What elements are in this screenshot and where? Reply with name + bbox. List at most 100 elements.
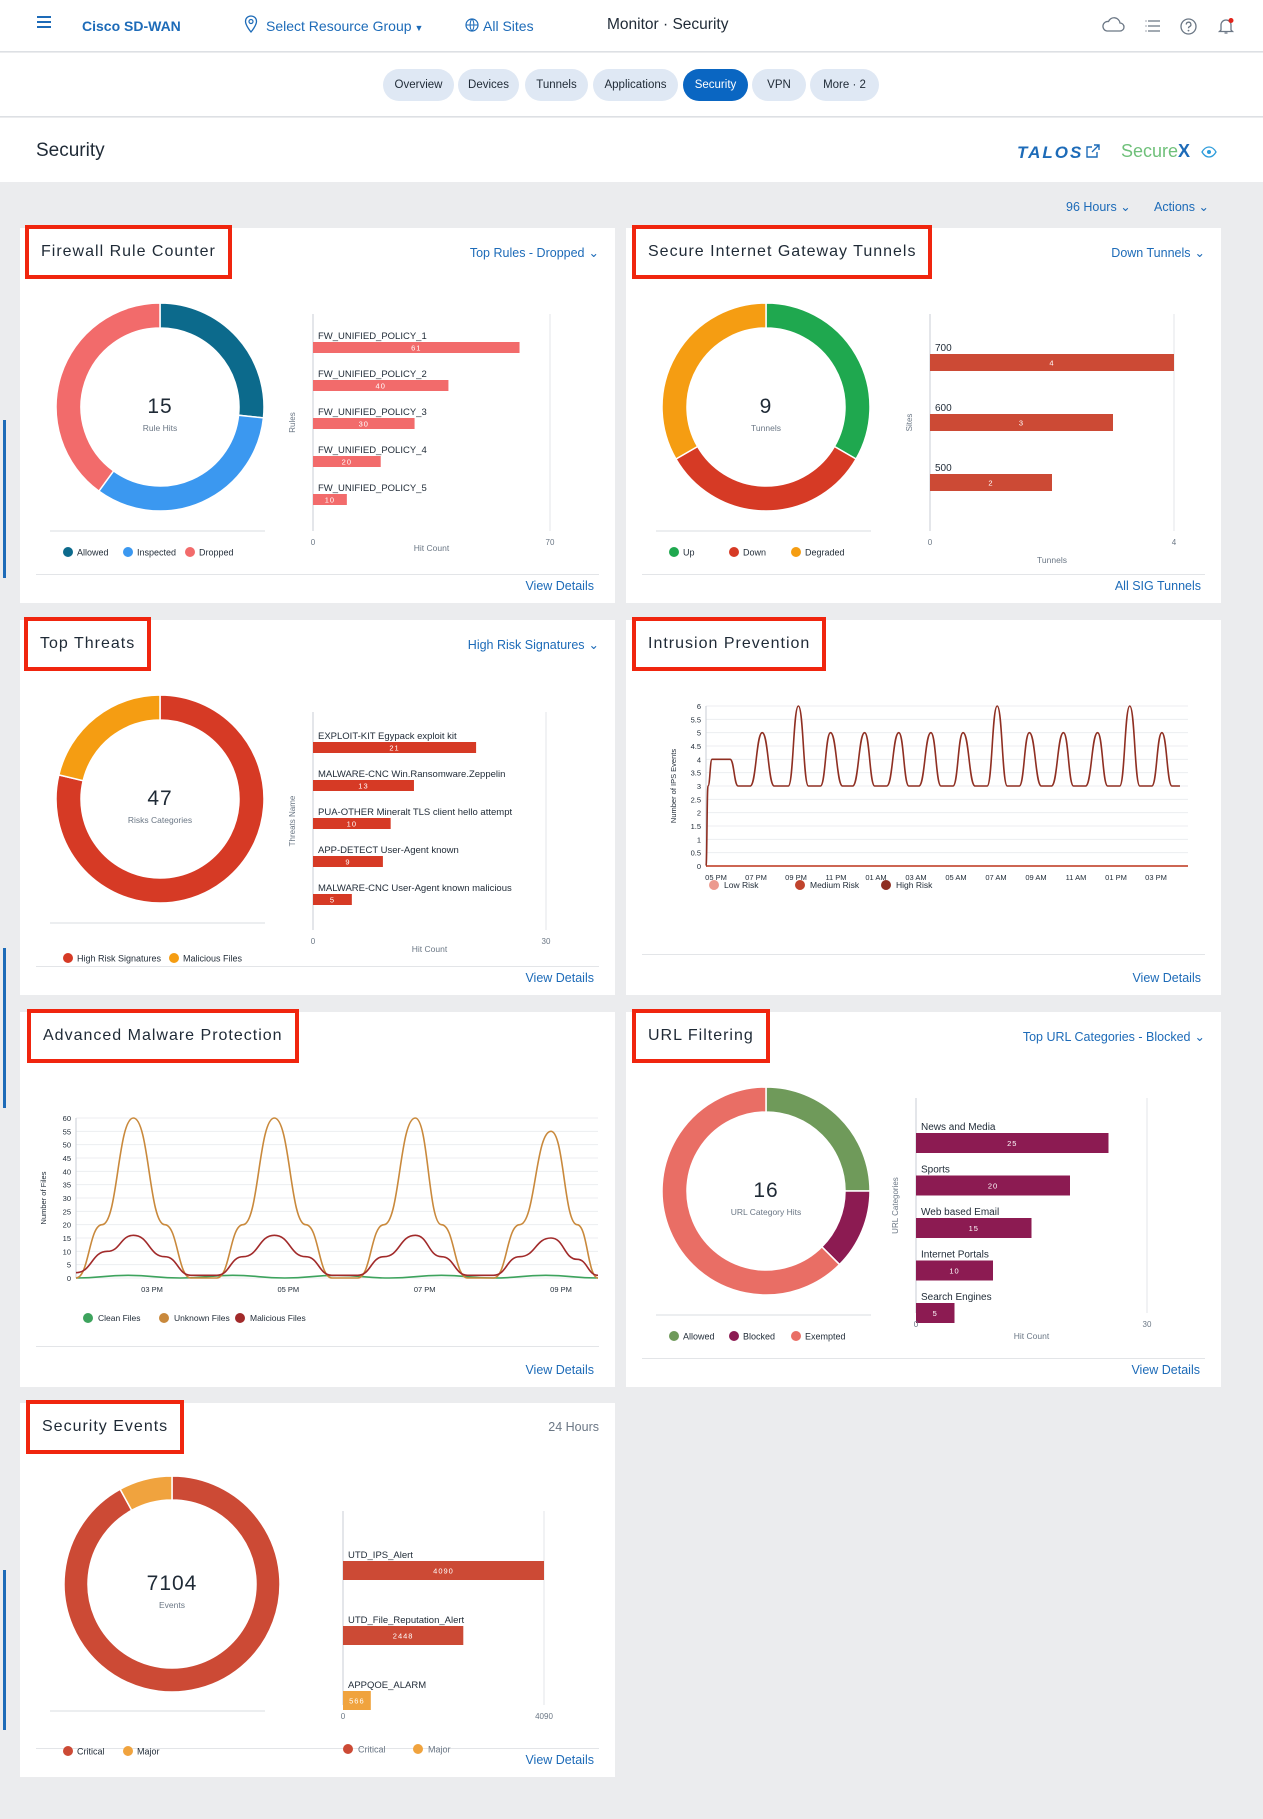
bar[interactable] — [916, 1175, 1070, 1196]
x-tick-label: 0 — [341, 1712, 346, 1721]
notification-bell-icon[interactable] — [1217, 17, 1235, 39]
securex-logo[interactable]: SecureX — [1121, 141, 1190, 162]
donut-slice-exempted[interactable] — [661, 1086, 841, 1296]
legend-label-malicious-files[interactable]: Malicious Files — [250, 1313, 306, 1323]
actions-dropdown[interactable]: Actions ⌄ — [1154, 199, 1209, 214]
x-tick-label: 30 — [1143, 1320, 1152, 1329]
bar[interactable] — [313, 494, 347, 505]
bar[interactable] — [343, 1561, 544, 1580]
bar-category-label: APPQOE_ALARM — [348, 1680, 426, 1691]
donut-slice-degraded[interactable] — [661, 302, 767, 461]
donut-slice-allowed[interactable] — [159, 302, 265, 419]
bar[interactable] — [343, 1626, 464, 1645]
legend-label-critical[interactable]: Critical — [77, 1747, 105, 1757]
brand-link[interactable]: Cisco SD-WAN — [82, 18, 181, 34]
view-details-link[interactable]: View Details — [1132, 971, 1201, 985]
view-details-link[interactable]: View Details — [1131, 1363, 1200, 1377]
legend-label-blocked[interactable]: Blocked — [743, 1332, 775, 1342]
view-details-link[interactable]: View Details — [525, 971, 594, 985]
card-filter-dropdown[interactable]: Top Rules - Dropped ⌄ — [470, 245, 599, 260]
view-details-link[interactable]: View Details — [525, 1753, 594, 1767]
card-filter-dropdown[interactable]: High Risk Signatures ⌄ — [468, 637, 599, 652]
x-tick-label: 03 PM — [1145, 873, 1167, 882]
donut-slice-major[interactable] — [119, 1475, 173, 1512]
bar[interactable] — [313, 742, 477, 753]
bar[interactable] — [930, 474, 1052, 491]
series-line-malicious-files[interactable] — [75, 1234, 599, 1277]
y-tick-label: 5.5 — [691, 715, 701, 724]
talos-logo[interactable]: TALOS — [1017, 143, 1084, 162]
card-filter-dropdown[interactable]: Top URL Categories - Blocked ⌄ — [1023, 1029, 1205, 1044]
bar[interactable] — [313, 456, 381, 467]
tab-tunnels[interactable]: Tunnels — [525, 69, 588, 101]
legend-label-medium-risk[interactable]: Medium Risk — [810, 880, 860, 890]
legend-label-low-risk[interactable]: Low Risk — [724, 880, 759, 890]
bar[interactable] — [313, 856, 383, 867]
tab-overview[interactable]: Overview — [383, 69, 454, 101]
bar[interactable] — [313, 780, 414, 791]
legend-label-dropped[interactable]: Dropped — [199, 548, 234, 558]
menu-icon[interactable] — [36, 14, 52, 34]
legend-label-high-risk-signatures[interactable]: High Risk Signatures — [77, 954, 162, 964]
legend-label-allowed[interactable]: Allowed — [683, 1332, 715, 1342]
legend-label-inspected[interactable]: Inspected — [137, 548, 176, 558]
help-icon[interactable] — [1180, 18, 1197, 39]
bar[interactable] — [916, 1218, 1032, 1238]
time-range-dropdown[interactable]: 96 Hours ⌄ — [1066, 199, 1131, 214]
bar[interactable] — [930, 414, 1113, 431]
legend-label-malicious-files[interactable]: Malicious Files — [183, 954, 243, 964]
legend-label-down[interactable]: Down — [743, 548, 766, 558]
donut-center-label: Rule Hits — [143, 423, 177, 433]
tab-devices[interactable]: Devices — [458, 69, 519, 101]
legend-label-high-risk[interactable]: High Risk — [896, 880, 933, 890]
eye-icon[interactable] — [1201, 145, 1217, 163]
donut-slice-inspected[interactable] — [97, 414, 265, 512]
legend-label-degraded[interactable]: Degraded — [805, 548, 845, 558]
donut-slice-down[interactable] — [674, 445, 858, 512]
donut-slice-malicious-files[interactable] — [57, 694, 161, 782]
resource-group-select[interactable]: Select Resource Group ▼ — [266, 17, 423, 37]
donut-slice-up[interactable] — [765, 302, 871, 461]
bar[interactable] — [916, 1133, 1109, 1153]
bar[interactable] — [313, 342, 520, 353]
cloud-icon[interactable] — [1101, 17, 1125, 37]
card-footer-divider — [642, 954, 1205, 955]
bar[interactable] — [313, 380, 449, 391]
task-list-icon[interactable] — [1145, 18, 1161, 38]
bar[interactable] — [343, 1691, 371, 1710]
series-line-unknown-files[interactable] — [75, 1117, 599, 1279]
legend-label-unknown-files[interactable]: Unknown Files — [174, 1313, 230, 1323]
bar[interactable] — [313, 894, 352, 905]
donut-slice-high-risk-signatures[interactable] — [55, 694, 265, 904]
card-filter-dropdown[interactable]: Down Tunnels ⌄ — [1111, 245, 1205, 260]
bar[interactable] — [313, 818, 391, 829]
tab-security[interactable]: Security — [683, 69, 748, 101]
legend-label-exempted[interactable]: Exempted — [805, 1332, 846, 1342]
bar[interactable] — [930, 354, 1174, 371]
bar[interactable] — [916, 1260, 993, 1281]
external-link-icon[interactable] — [1086, 144, 1100, 163]
bar-category-label: FW_UNIFIED_POLICY_5 — [318, 483, 427, 494]
donut-slice-dropped[interactable] — [55, 302, 161, 493]
legend-label-clean-files[interactable]: Clean Files — [98, 1313, 141, 1323]
legend-label-major[interactable]: Major — [428, 1745, 451, 1755]
y-tick-label: 2 — [697, 809, 701, 818]
donut-slice-critical[interactable] — [63, 1475, 281, 1693]
tab-applications[interactable]: Applications — [593, 69, 678, 101]
legend-label-allowed[interactable]: Allowed — [77, 548, 109, 558]
series-line-high-risk[interactable] — [705, 705, 1180, 867]
view-details-link[interactable]: View Details — [525, 579, 594, 593]
legend-label-up[interactable]: Up — [683, 548, 695, 558]
bar-value-label: 20 — [342, 458, 352, 467]
legend-label-critical[interactable]: Critical — [358, 1745, 386, 1755]
donut-slice-allowed[interactable] — [765, 1086, 871, 1192]
tab-vpn[interactable]: VPN — [752, 69, 806, 101]
all-sites-link[interactable]: All Sites — [483, 18, 534, 34]
all-sig-tunnels-link[interactable]: All SIG Tunnels — [1114, 579, 1201, 593]
bar[interactable] — [313, 418, 415, 429]
legend-label-major[interactable]: Major — [137, 1747, 160, 1757]
view-details-link[interactable]: View Details — [525, 1363, 594, 1377]
bar[interactable] — [916, 1303, 955, 1323]
tab-more-2[interactable]: More · 2 — [810, 69, 879, 101]
bar-value-label: 5 — [330, 896, 335, 905]
